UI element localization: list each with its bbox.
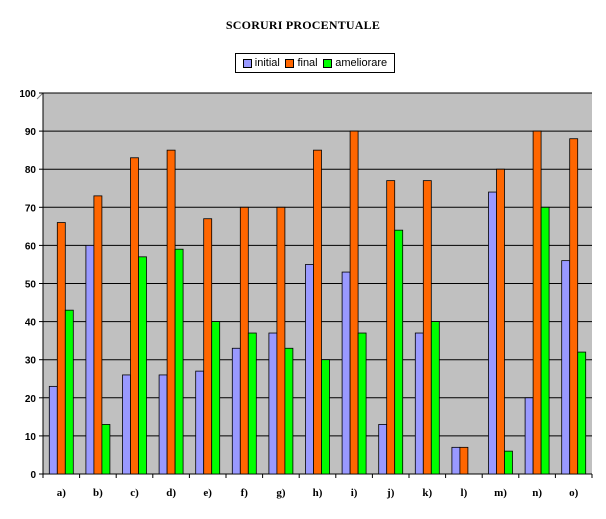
x-tick-label: n) — [532, 487, 542, 499]
legend-item-initial: initial — [242, 57, 280, 69]
bar-initial — [341, 271, 351, 475]
bar-initial — [488, 191, 497, 475]
bar-final — [349, 130, 359, 475]
bar-ameliorare — [394, 229, 404, 475]
bar-initial — [158, 374, 168, 475]
bar-final — [239, 206, 249, 475]
y-tick-label: 50 — [25, 280, 37, 291]
x-tick-label: g) — [276, 487, 286, 499]
bar-initial — [378, 424, 388, 475]
bar-final — [93, 195, 103, 475]
bar-ameliorare — [504, 450, 513, 475]
legend-swatch-final — [285, 58, 295, 68]
bar-ameliorare — [321, 359, 330, 475]
bar-ameliorare — [247, 332, 257, 475]
bar-ameliorare — [211, 321, 221, 475]
y-tick-label: 40 — [25, 318, 37, 329]
legend-item-ameliorare: ameliorare — [323, 57, 387, 69]
bar-ameliorare — [357, 332, 367, 475]
bar-initial — [524, 397, 534, 475]
bar-final — [56, 222, 66, 475]
legend-label-initial: initial — [254, 57, 280, 69]
legend-item-final: final — [285, 57, 318, 69]
x-tick-label: h) — [313, 487, 323, 499]
bar-final — [496, 168, 505, 475]
bar-initial — [85, 244, 95, 475]
bar-ameliorare — [577, 351, 587, 475]
bar-initial — [451, 446, 461, 475]
bar-initial — [231, 347, 241, 475]
y-tick-label: 20 — [25, 394, 37, 405]
x-tick-label: k) — [422, 487, 432, 499]
x-tick-label: o) — [569, 487, 579, 499]
bar-final — [386, 180, 396, 475]
legend-label-final: final — [297, 57, 318, 69]
wall-edge — [36, 92, 44, 100]
x-tick-label: d) — [166, 487, 176, 499]
bar-ameliorare — [430, 321, 440, 475]
x-tick-label: f) — [241, 487, 249, 499]
x-tick-label: e) — [203, 487, 212, 499]
y-tick-label: 60 — [25, 241, 37, 252]
y-tick-label: 10 — [25, 432, 37, 443]
y-tick-label: 100 — [19, 89, 36, 100]
bar-final — [276, 206, 286, 475]
y-tick-label: 0 — [30, 470, 36, 481]
bar-ameliorare — [64, 309, 74, 475]
bar-final — [166, 149, 176, 475]
x-tick-label: j) — [386, 487, 395, 499]
x-tick-label: l) — [461, 487, 468, 499]
bar-initial — [268, 332, 278, 475]
bar-initial — [305, 264, 314, 475]
legend: initial final ameliorare — [235, 53, 395, 73]
chart-title: SCORURI PROCENTUALE — [225, 18, 381, 32]
legend-label-ameliorare: ameliorare — [335, 57, 388, 69]
bar-initial — [414, 332, 424, 475]
y-tick-label: 80 — [25, 165, 37, 176]
bar-final — [459, 446, 469, 475]
legend-swatch-initial — [242, 58, 252, 68]
x-tick-label: i) — [351, 487, 358, 499]
x-tick-label: a) — [57, 487, 67, 499]
bar-ameliorare — [284, 347, 294, 475]
bar-initial — [195, 370, 205, 475]
bar-final — [203, 218, 213, 475]
bar-initial — [122, 374, 131, 475]
bar-initial — [48, 385, 58, 475]
bar-final — [569, 138, 579, 475]
bar-final — [130, 157, 139, 475]
bar-ameliorare — [101, 424, 111, 475]
bar-final — [532, 130, 542, 475]
x-tick-label: c) — [130, 487, 139, 499]
y-tick-label: 70 — [25, 203, 37, 214]
bar-ameliorare — [138, 256, 147, 475]
bar-ameliorare — [174, 248, 184, 475]
y-tick-label: 90 — [25, 127, 37, 138]
bar-final — [313, 149, 322, 475]
x-tick-label: m) — [494, 487, 507, 499]
x-tick-label: b) — [93, 487, 103, 499]
bar-final — [422, 180, 432, 475]
legend-swatch-ameliorare — [323, 58, 333, 68]
bar-initial — [561, 260, 571, 475]
bar-ameliorare — [540, 206, 550, 475]
y-tick-label: 30 — [25, 356, 37, 367]
